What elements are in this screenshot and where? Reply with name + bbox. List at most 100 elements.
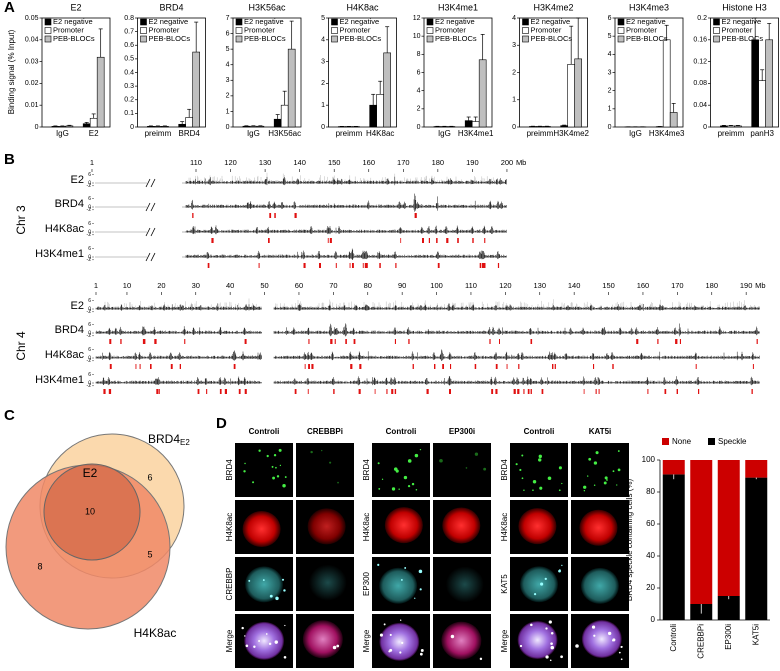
x-tick-label: BRD4: [179, 129, 201, 138]
legend-label: Promoter: [531, 25, 562, 34]
track-y-tick-label: -2: [87, 333, 92, 339]
legend-label: Speckle: [718, 437, 747, 446]
x-tick-label: 180: [706, 281, 719, 290]
micrograph: [372, 557, 430, 611]
row-label: Merge: [225, 629, 234, 652]
speckle: [269, 594, 273, 598]
bar: [51, 126, 60, 128]
y-tick-label: 5: [321, 15, 325, 22]
speckle: [591, 625, 596, 629]
venn-count: 6: [147, 472, 152, 482]
y-tick-label: 0: [35, 124, 39, 131]
row-label: BRD4: [225, 459, 234, 481]
y-tick-label: 10: [413, 33, 421, 40]
speckle: [279, 464, 282, 467]
x-tick-label: H3K56ac: [268, 129, 301, 138]
plot-frame: [710, 17, 779, 128]
speckle: [593, 484, 596, 486]
speckle: [275, 596, 279, 601]
bar: [82, 123, 91, 128]
row-label: BRD4: [500, 459, 509, 481]
speckle: [607, 631, 612, 636]
x-tick-label: IgG: [247, 129, 260, 138]
legend-swatch: [426, 18, 434, 26]
speckle: [420, 649, 424, 652]
speckle: [519, 468, 522, 472]
bar: [249, 125, 258, 128]
speckle: [418, 569, 423, 574]
bar-segment: [662, 474, 685, 620]
speckle: [276, 475, 280, 478]
x-tick-label: CREBBPi: [696, 624, 705, 659]
speckle: [606, 479, 608, 481]
track-label: E2: [71, 300, 84, 312]
bar: [765, 39, 773, 128]
track-y-tick-label: -2: [87, 183, 92, 189]
track-signal: [95, 323, 760, 337]
nucleus: [517, 621, 558, 660]
y-tick-label: 12: [413, 15, 421, 22]
speckle: [265, 633, 268, 635]
nucleus: [384, 507, 423, 544]
y-tick-label: 0.3: [124, 83, 134, 90]
chart-title: H3K56ac: [248, 2, 286, 12]
legend-label: E2 negative: [626, 17, 666, 26]
legend-label: E2 negative: [149, 17, 189, 26]
legend-swatch: [331, 18, 338, 26]
speckle: [337, 481, 339, 484]
bar: [758, 80, 766, 128]
speckle: [538, 458, 542, 462]
track-y-tick-label: -2: [87, 383, 92, 389]
legend-label: Promoter: [626, 25, 657, 34]
venn-label-brd4: BRD4E2: [148, 432, 190, 447]
row-label: H4K8ac: [225, 513, 234, 541]
y-tick-label: 2: [512, 69, 516, 76]
micrograph: [510, 557, 568, 611]
speckle: [400, 578, 403, 581]
legend-swatch: [662, 438, 669, 445]
venn-count: 10: [85, 506, 95, 516]
speckle: [243, 470, 246, 473]
speckle: [621, 646, 623, 648]
x-tick-label: 70: [329, 281, 337, 290]
y-tick-label: 3: [321, 58, 325, 65]
micrograph: [510, 443, 568, 497]
y-tick-label: 0: [512, 124, 516, 131]
speckle: [275, 466, 277, 469]
legend-swatch: [331, 27, 338, 34]
speckle: [618, 651, 621, 654]
micrograph: [571, 443, 629, 497]
row-label: KAT5: [500, 574, 509, 594]
y-tick-label: 2: [226, 93, 230, 100]
x-tick-label: 190: [740, 281, 753, 290]
row-label: H4K8ac: [362, 513, 371, 541]
legend-swatch: [617, 27, 625, 34]
speckle: [332, 645, 337, 650]
bar: [96, 56, 105, 128]
y-tick-label: 6: [417, 69, 421, 76]
bar-segment: [745, 477, 768, 620]
speckle: [253, 645, 256, 648]
legend-swatch: [426, 27, 434, 34]
speckle: [383, 623, 386, 626]
track-y-tick-label: -2: [87, 232, 92, 238]
legend-swatch: [713, 27, 720, 34]
x-tick-label: IgG: [629, 129, 642, 138]
y-tick-label: 4: [321, 37, 325, 44]
legend-swatch: [708, 438, 715, 445]
row-label: Merge: [362, 629, 371, 652]
micrograph: [433, 500, 491, 554]
bar-segment: [662, 460, 685, 475]
micrograph: [571, 500, 629, 554]
legend-label: E2 negative: [531, 17, 571, 26]
y-tick-label: 4: [417, 88, 421, 95]
micrograph: [433, 557, 491, 611]
speckle: [588, 457, 592, 461]
bar: [529, 126, 537, 128]
nucleus: [442, 507, 481, 544]
x-tick-label: preimm: [527, 129, 554, 138]
speckle: [617, 468, 621, 472]
speckle: [381, 478, 384, 480]
y-tick-label: 5: [608, 33, 612, 40]
y-tick-label: 0.01: [25, 102, 39, 109]
